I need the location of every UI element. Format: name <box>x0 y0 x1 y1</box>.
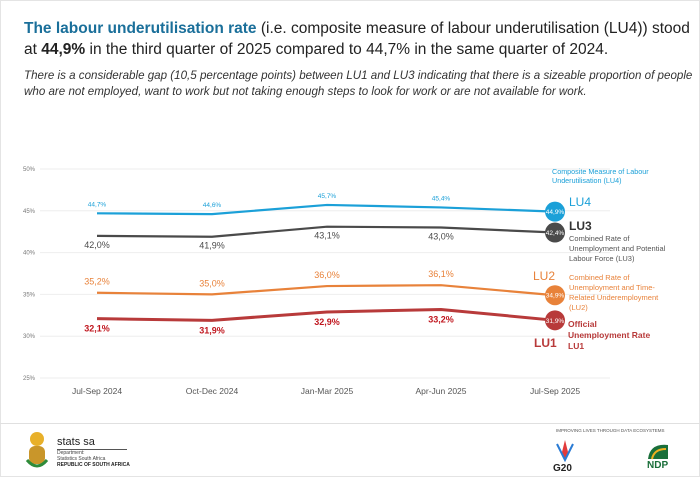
data-label: 45,7% <box>318 193 337 200</box>
lu3-description: Unemployment and Potential <box>569 244 666 253</box>
headline: The labour underutilisation rate (i.e. c… <box>24 18 694 60</box>
endpoint-value: 31,9% <box>546 318 565 325</box>
data-label: 35,0% <box>199 278 225 288</box>
series-line-lu1 <box>96 307 556 322</box>
lu2-tag: LU2 <box>533 269 555 283</box>
endpoint-value: 44,9% <box>546 209 565 216</box>
dept-label: Department: <box>57 450 85 456</box>
series-line-lu3 <box>96 225 556 238</box>
data-label: 32,9% <box>314 317 340 327</box>
lu3-description: Combined Rate of <box>569 234 630 243</box>
data-label: 32,1% <box>84 324 110 334</box>
lu1-description: Official <box>568 319 597 329</box>
data-label: 43,0% <box>428 232 454 242</box>
lu2-description: (LU2) <box>569 303 588 312</box>
x-tick-label: Jul-Sep 2025 <box>530 386 580 396</box>
lu2-description: Combined Rate of <box>569 273 630 282</box>
ndp-logo-icon <box>648 444 668 460</box>
endpoint-marker-lu4 <box>545 201 565 222</box>
data-label: 36,1% <box>428 269 454 279</box>
data-label: 45,4% <box>432 195 451 202</box>
headline-value: 44,9% <box>41 41 86 58</box>
ndp-logo: NDP <box>647 460 669 471</box>
lu3-tag: LU3 <box>569 219 592 233</box>
country-name: REPUBLIC OF SOUTH AFRICA <box>57 462 130 468</box>
stats-sa-logo: stats sa Department: Statistics South Af… <box>57 436 130 468</box>
x-tick-label: Apr-Jun 2025 <box>415 386 466 396</box>
y-tick-label: 50% <box>23 167 36 173</box>
y-tick-label: 25% <box>23 376 36 382</box>
data-label: 33,2% <box>428 314 454 324</box>
endpoint-marker-lu1 <box>545 310 565 331</box>
brand-name: stats sa <box>57 436 127 450</box>
series-line-lu2 <box>96 284 556 297</box>
y-tick-label: 45% <box>23 209 36 215</box>
g20-logo: G20 <box>553 463 572 474</box>
data-label: 41,9% <box>199 241 225 251</box>
headline-text: (i.e. composite measure of labour underu… <box>24 20 690 58</box>
data-label: 31,9% <box>199 325 225 335</box>
lu4-tag: LU4 <box>569 195 591 209</box>
endpoint-marker-lu2 <box>545 285 565 306</box>
lu2-description: Unemployment and Time- <box>569 283 655 292</box>
endpoint-value: 42,4% <box>546 230 565 237</box>
endpoint-value: 34,9% <box>546 293 565 300</box>
g20-logo-icon <box>556 440 574 462</box>
endpoint-marker-lu3 <box>545 222 565 243</box>
data-label: 43,1% <box>314 231 340 241</box>
data-label: 44,7% <box>88 201 107 208</box>
headline-highlight: The labour underutilisation rate <box>24 20 257 37</box>
lu1-tag: LU1 <box>534 336 557 350</box>
x-tick-label: Jul-Sep 2024 <box>72 386 122 396</box>
line-chart: 25% 30% 35% 40% 45% 50% Jul-Sep 2024 Oct-Dec 20… <box>23 167 666 396</box>
lu3-description: Labour Force (LU3) <box>569 254 635 263</box>
lu4-description: Composite Measure of Labour <box>552 167 649 176</box>
y-tick-label: 40% <box>23 251 36 257</box>
data-label: 36,0% <box>314 270 340 280</box>
lu4-description: Underutilisation (LU4) <box>552 176 622 185</box>
dept-name: Statistics South Africa <box>57 456 106 462</box>
data-label: 35,2% <box>84 277 110 287</box>
x-tick-label: Oct-Dec 2024 <box>186 386 239 396</box>
lu2-description: Related Underemployment <box>569 293 659 302</box>
headline-text-2: in the third quarter of 2025 compared to… <box>85 41 609 58</box>
subtext: There is a considerable gap (10,5 percen… <box>24 69 693 98</box>
x-tick-label: Jan-Mar 2025 <box>301 386 354 396</box>
series-line-lu4 <box>96 203 556 216</box>
y-tick-label: 30% <box>23 334 36 340</box>
lu1-description: Unemployment Rate <box>568 330 650 340</box>
coat-of-arms-logo <box>25 432 49 468</box>
lu1-description: LU1 <box>568 341 584 351</box>
tagline: IMPROVING LIVES THROUGH DATA ECOSYSTEMS <box>556 428 665 433</box>
data-label: 42,0% <box>84 240 110 250</box>
data-label: 44,6% <box>203 202 222 209</box>
footer-divider <box>0 423 700 424</box>
y-tick-label: 35% <box>23 292 36 298</box>
